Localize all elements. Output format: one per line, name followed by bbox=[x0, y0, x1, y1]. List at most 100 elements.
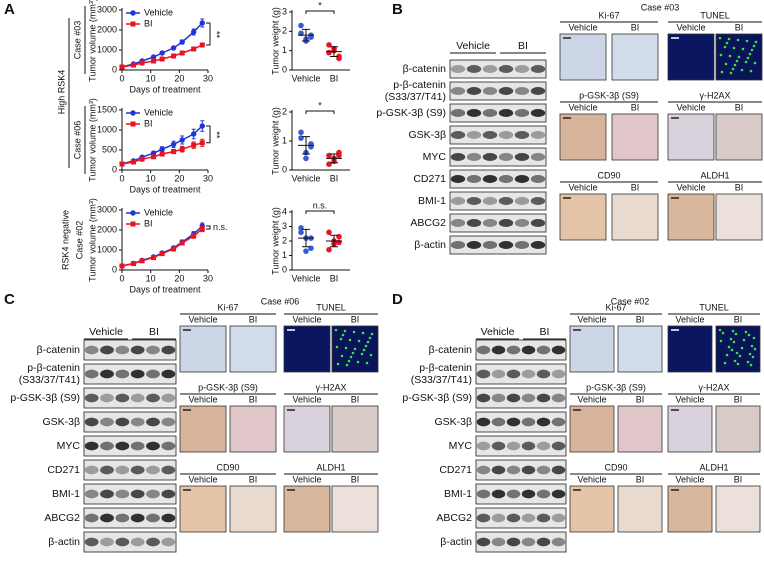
blot-band bbox=[498, 87, 514, 95]
ihc-image bbox=[331, 485, 379, 533]
ihc-group: BI bbox=[249, 314, 258, 324]
blot-band bbox=[115, 489, 130, 499]
ihc-signal bbox=[347, 359, 351, 363]
blot-strip bbox=[449, 103, 547, 123]
blot-band bbox=[466, 241, 482, 249]
ihc-signal bbox=[738, 354, 742, 358]
blot-band bbox=[536, 489, 551, 499]
blot-band bbox=[482, 197, 498, 205]
blot-label: BMI-1 bbox=[52, 488, 80, 500]
ihc-marker: CD90 bbox=[604, 462, 627, 472]
ihc-image bbox=[569, 485, 615, 533]
blot-band bbox=[491, 369, 506, 379]
ihc-image bbox=[667, 405, 713, 453]
legend-marker bbox=[130, 121, 136, 127]
blot-band bbox=[146, 537, 160, 547]
ihc-group: Vehicle bbox=[292, 474, 321, 484]
ihc-group: Vehicle bbox=[188, 394, 217, 404]
blot-band bbox=[551, 393, 566, 403]
ihc-group: BI bbox=[631, 102, 640, 112]
blot-band bbox=[100, 417, 114, 427]
blot-band bbox=[491, 417, 506, 427]
ihc-signal bbox=[748, 352, 752, 356]
point bbox=[326, 229, 332, 236]
blot-band bbox=[530, 197, 546, 205]
ihc-image bbox=[617, 485, 663, 533]
ihc-signal bbox=[360, 352, 364, 356]
x-tick-label: 10 bbox=[146, 73, 156, 83]
blot-band bbox=[514, 87, 530, 95]
y-tick-label: 2000 bbox=[97, 24, 117, 34]
blot-band bbox=[521, 369, 536, 379]
ihc-signal bbox=[749, 363, 753, 367]
blot-band bbox=[536, 441, 551, 451]
point bbox=[336, 152, 342, 159]
blot-strip bbox=[475, 459, 567, 481]
ihc-image bbox=[715, 405, 761, 453]
y-axis-label: Tumor volume (mm³) bbox=[87, 0, 97, 82]
ihc-signal bbox=[736, 362, 740, 366]
ihc-signal bbox=[348, 338, 352, 342]
blot-band bbox=[491, 465, 506, 475]
ihc-group: Vehicle bbox=[675, 314, 704, 324]
significance-bracket bbox=[206, 22, 211, 46]
blot-strip bbox=[83, 435, 177, 457]
blot-band bbox=[506, 417, 521, 427]
ihc-signal bbox=[747, 333, 751, 337]
ihc-signal bbox=[728, 54, 732, 58]
ihc-marker: p-GSK-3β (S9) bbox=[579, 90, 639, 100]
blot-band bbox=[521, 513, 536, 523]
blot-band bbox=[450, 197, 466, 205]
point bbox=[298, 22, 304, 29]
blot-band bbox=[450, 65, 466, 73]
ihc-group: Vehicle bbox=[577, 314, 606, 324]
blot-strip bbox=[475, 411, 567, 433]
ihc-group: Vehicle bbox=[577, 394, 606, 404]
ihc-group: Vehicle bbox=[675, 394, 704, 404]
ihc-marker: CD90 bbox=[216, 462, 239, 472]
blot-band bbox=[130, 513, 145, 523]
ihc-image bbox=[569, 405, 615, 453]
ihc-signal bbox=[352, 330, 356, 334]
x-tick-label: 30 bbox=[203, 273, 213, 283]
blot-band bbox=[161, 345, 176, 355]
ihc-group: BI bbox=[636, 394, 645, 404]
ihc-group: BI bbox=[734, 314, 743, 324]
point bbox=[303, 248, 309, 254]
legend-label: Vehicle bbox=[144, 207, 173, 217]
ihc-group: BI bbox=[351, 394, 360, 404]
ihc-group: BI bbox=[735, 22, 744, 32]
ihc-signal bbox=[750, 48, 754, 52]
point bbox=[336, 55, 342, 62]
ihc-group: Vehicle bbox=[676, 102, 705, 112]
point bbox=[179, 50, 185, 56]
ihc-marker: Ki-67 bbox=[598, 10, 619, 20]
blot-band bbox=[506, 393, 521, 403]
blot-band bbox=[491, 537, 506, 547]
blot-band bbox=[84, 537, 99, 547]
blot-band bbox=[130, 345, 145, 355]
blot-band bbox=[536, 369, 551, 379]
blot-strip bbox=[475, 507, 567, 529]
panel-letter: A bbox=[4, 1, 15, 18]
x-tick-label: 20 bbox=[174, 73, 184, 83]
ihc-signal bbox=[750, 344, 754, 348]
legend-label: Vehicle bbox=[144, 7, 173, 17]
x-tick-label: 10 bbox=[146, 173, 156, 183]
blot-band bbox=[530, 241, 546, 249]
ihc-group: Vehicle bbox=[188, 474, 217, 484]
blot-band bbox=[476, 345, 491, 355]
ihc-marker: γ-H2AX bbox=[698, 382, 729, 392]
blot-band bbox=[536, 345, 551, 355]
ihc-image bbox=[715, 113, 763, 161]
ihc-signal bbox=[351, 351, 355, 355]
blot-band bbox=[498, 109, 514, 117]
blot-band bbox=[450, 109, 466, 117]
blot-label: CD271 bbox=[413, 173, 446, 185]
blot-band bbox=[482, 131, 498, 139]
blot-band bbox=[161, 417, 176, 427]
blot-strip bbox=[475, 435, 567, 457]
blot-strip bbox=[83, 411, 177, 433]
significance: * bbox=[318, 0, 322, 10]
ihc-signal bbox=[344, 346, 348, 350]
